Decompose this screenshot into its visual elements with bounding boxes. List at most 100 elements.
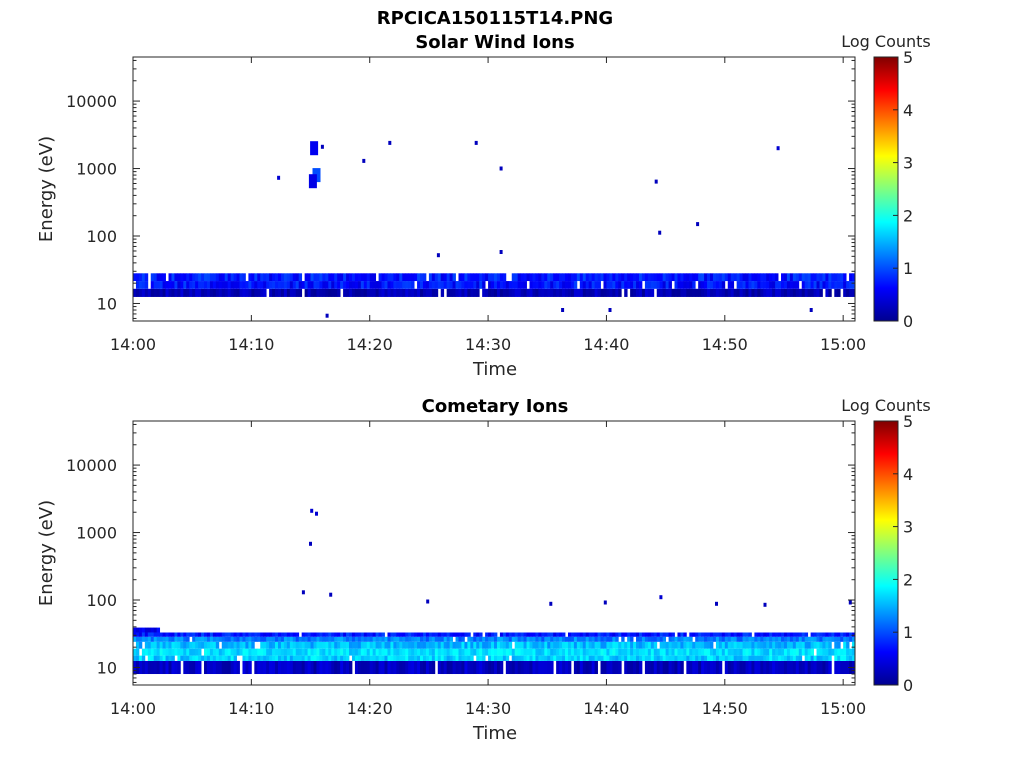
heatmap-cell xyxy=(425,632,430,637)
heatmap-cell xyxy=(198,288,202,297)
heatmap-cell xyxy=(292,660,297,675)
heatmap-cell xyxy=(408,655,412,661)
heatmap-cell xyxy=(582,632,587,637)
heatmap-cell xyxy=(570,632,575,637)
heatmap-cell xyxy=(683,281,687,289)
heatmap-cell xyxy=(310,641,314,649)
heatmap-cell xyxy=(366,281,371,289)
heatmap-cell xyxy=(781,281,785,289)
heatmap-cell xyxy=(414,273,418,282)
heatmap-cell xyxy=(420,288,424,297)
heatmap-cell xyxy=(313,288,317,297)
heatmap-cell xyxy=(422,632,427,637)
heatmap-cell xyxy=(198,636,202,642)
heatmap-cell xyxy=(594,636,598,642)
heatmap-cell xyxy=(840,655,844,661)
heatmap-cell xyxy=(686,641,690,649)
heatmap-cell xyxy=(292,655,297,661)
heatmap-cell xyxy=(369,641,374,649)
heatmap-cell xyxy=(600,636,604,642)
heatmap-cell xyxy=(644,655,649,661)
heatmap-cell xyxy=(698,288,702,297)
heatmap-cell xyxy=(745,636,749,642)
heatmap-cell xyxy=(417,273,421,282)
heatmap-cell xyxy=(517,281,522,289)
heatmap-cell xyxy=(461,636,465,642)
heatmap-cell xyxy=(349,648,353,656)
heatmap-cell xyxy=(638,273,643,282)
heatmap-cell xyxy=(422,281,427,289)
heatmap-cell xyxy=(843,632,847,637)
heatmap-cell xyxy=(135,632,140,637)
heatmap-cell xyxy=(837,636,841,642)
heatmap-cell xyxy=(411,632,415,637)
heatmap-cell xyxy=(192,655,196,661)
heatmap-cell xyxy=(212,273,217,282)
heatmap-cell xyxy=(204,648,208,656)
heatmap-cell xyxy=(609,632,613,637)
heatmap-cell xyxy=(769,641,773,649)
heatmap-cell xyxy=(603,648,607,656)
heatmap-cell xyxy=(224,273,229,282)
heatmap-cell xyxy=(340,632,344,637)
heatmap-cell xyxy=(189,655,193,661)
heatmap-cell xyxy=(307,636,311,642)
heatmap-cell xyxy=(331,641,335,649)
heatmap-cell xyxy=(650,632,655,637)
heatmap-cell xyxy=(576,288,581,297)
heatmap-cell xyxy=(431,281,436,289)
heatmap-cell xyxy=(239,632,243,637)
cometary-ylabel: Energy (eV) xyxy=(36,500,57,606)
heatmap-cell xyxy=(387,648,391,656)
heatmap-cell xyxy=(523,288,527,297)
heatmap-cell xyxy=(289,632,294,637)
heatmap-cell xyxy=(724,641,729,649)
heatmap-cell xyxy=(852,648,856,656)
heatmap-cell xyxy=(760,648,764,656)
heatmap-cell xyxy=(529,660,533,675)
heatmap-cell xyxy=(502,273,507,282)
heatmap-cell xyxy=(254,288,258,297)
heatmap-cell xyxy=(319,641,323,649)
heatmap-cell xyxy=(665,655,669,661)
heatmap-cell xyxy=(603,288,607,297)
heatmap-cell xyxy=(177,636,181,642)
heatmap-cell xyxy=(422,660,427,675)
heatmap-cell xyxy=(396,273,400,282)
heatmap-cell xyxy=(215,273,220,282)
heatmap-cell xyxy=(192,660,196,675)
heatmap-cell xyxy=(452,632,456,637)
heatmap-cell xyxy=(381,641,385,649)
heatmap-cell xyxy=(499,273,504,282)
heatmap-point xyxy=(658,230,662,235)
heatmap-cell xyxy=(505,660,510,675)
heatmap-cell xyxy=(186,632,190,637)
heatmap-cell xyxy=(162,636,166,642)
heatmap-cell xyxy=(852,288,856,297)
heatmap-cell xyxy=(612,273,616,282)
heatmap-cell xyxy=(144,636,149,642)
heatmap-cell xyxy=(494,660,498,675)
heatmap-cell xyxy=(165,288,169,297)
heatmap-cell xyxy=(452,288,456,297)
heatmap-cell xyxy=(310,648,314,656)
heatmap-cell xyxy=(588,281,593,289)
heatmap-cell xyxy=(245,632,249,637)
heatmap-cell xyxy=(600,632,604,637)
figure-title: RPCICA150115T14.PNG xyxy=(377,8,613,29)
heatmap-cell xyxy=(343,632,347,637)
heatmap-cell xyxy=(594,281,598,289)
heatmap-cell xyxy=(289,648,294,656)
heatmap-cell xyxy=(269,273,273,282)
heatmap-cell xyxy=(600,660,604,675)
heatmap-cell xyxy=(846,655,850,661)
heatmap-cell xyxy=(813,660,817,675)
heatmap-cell xyxy=(650,273,655,282)
heatmap-cell xyxy=(236,660,240,675)
heatmap-cell xyxy=(195,648,199,656)
heatmap-cell xyxy=(464,273,468,282)
heatmap-cell xyxy=(411,636,415,642)
heatmap-cell xyxy=(502,288,507,297)
heatmap-cell xyxy=(553,273,557,282)
heatmap-cell xyxy=(627,636,631,642)
